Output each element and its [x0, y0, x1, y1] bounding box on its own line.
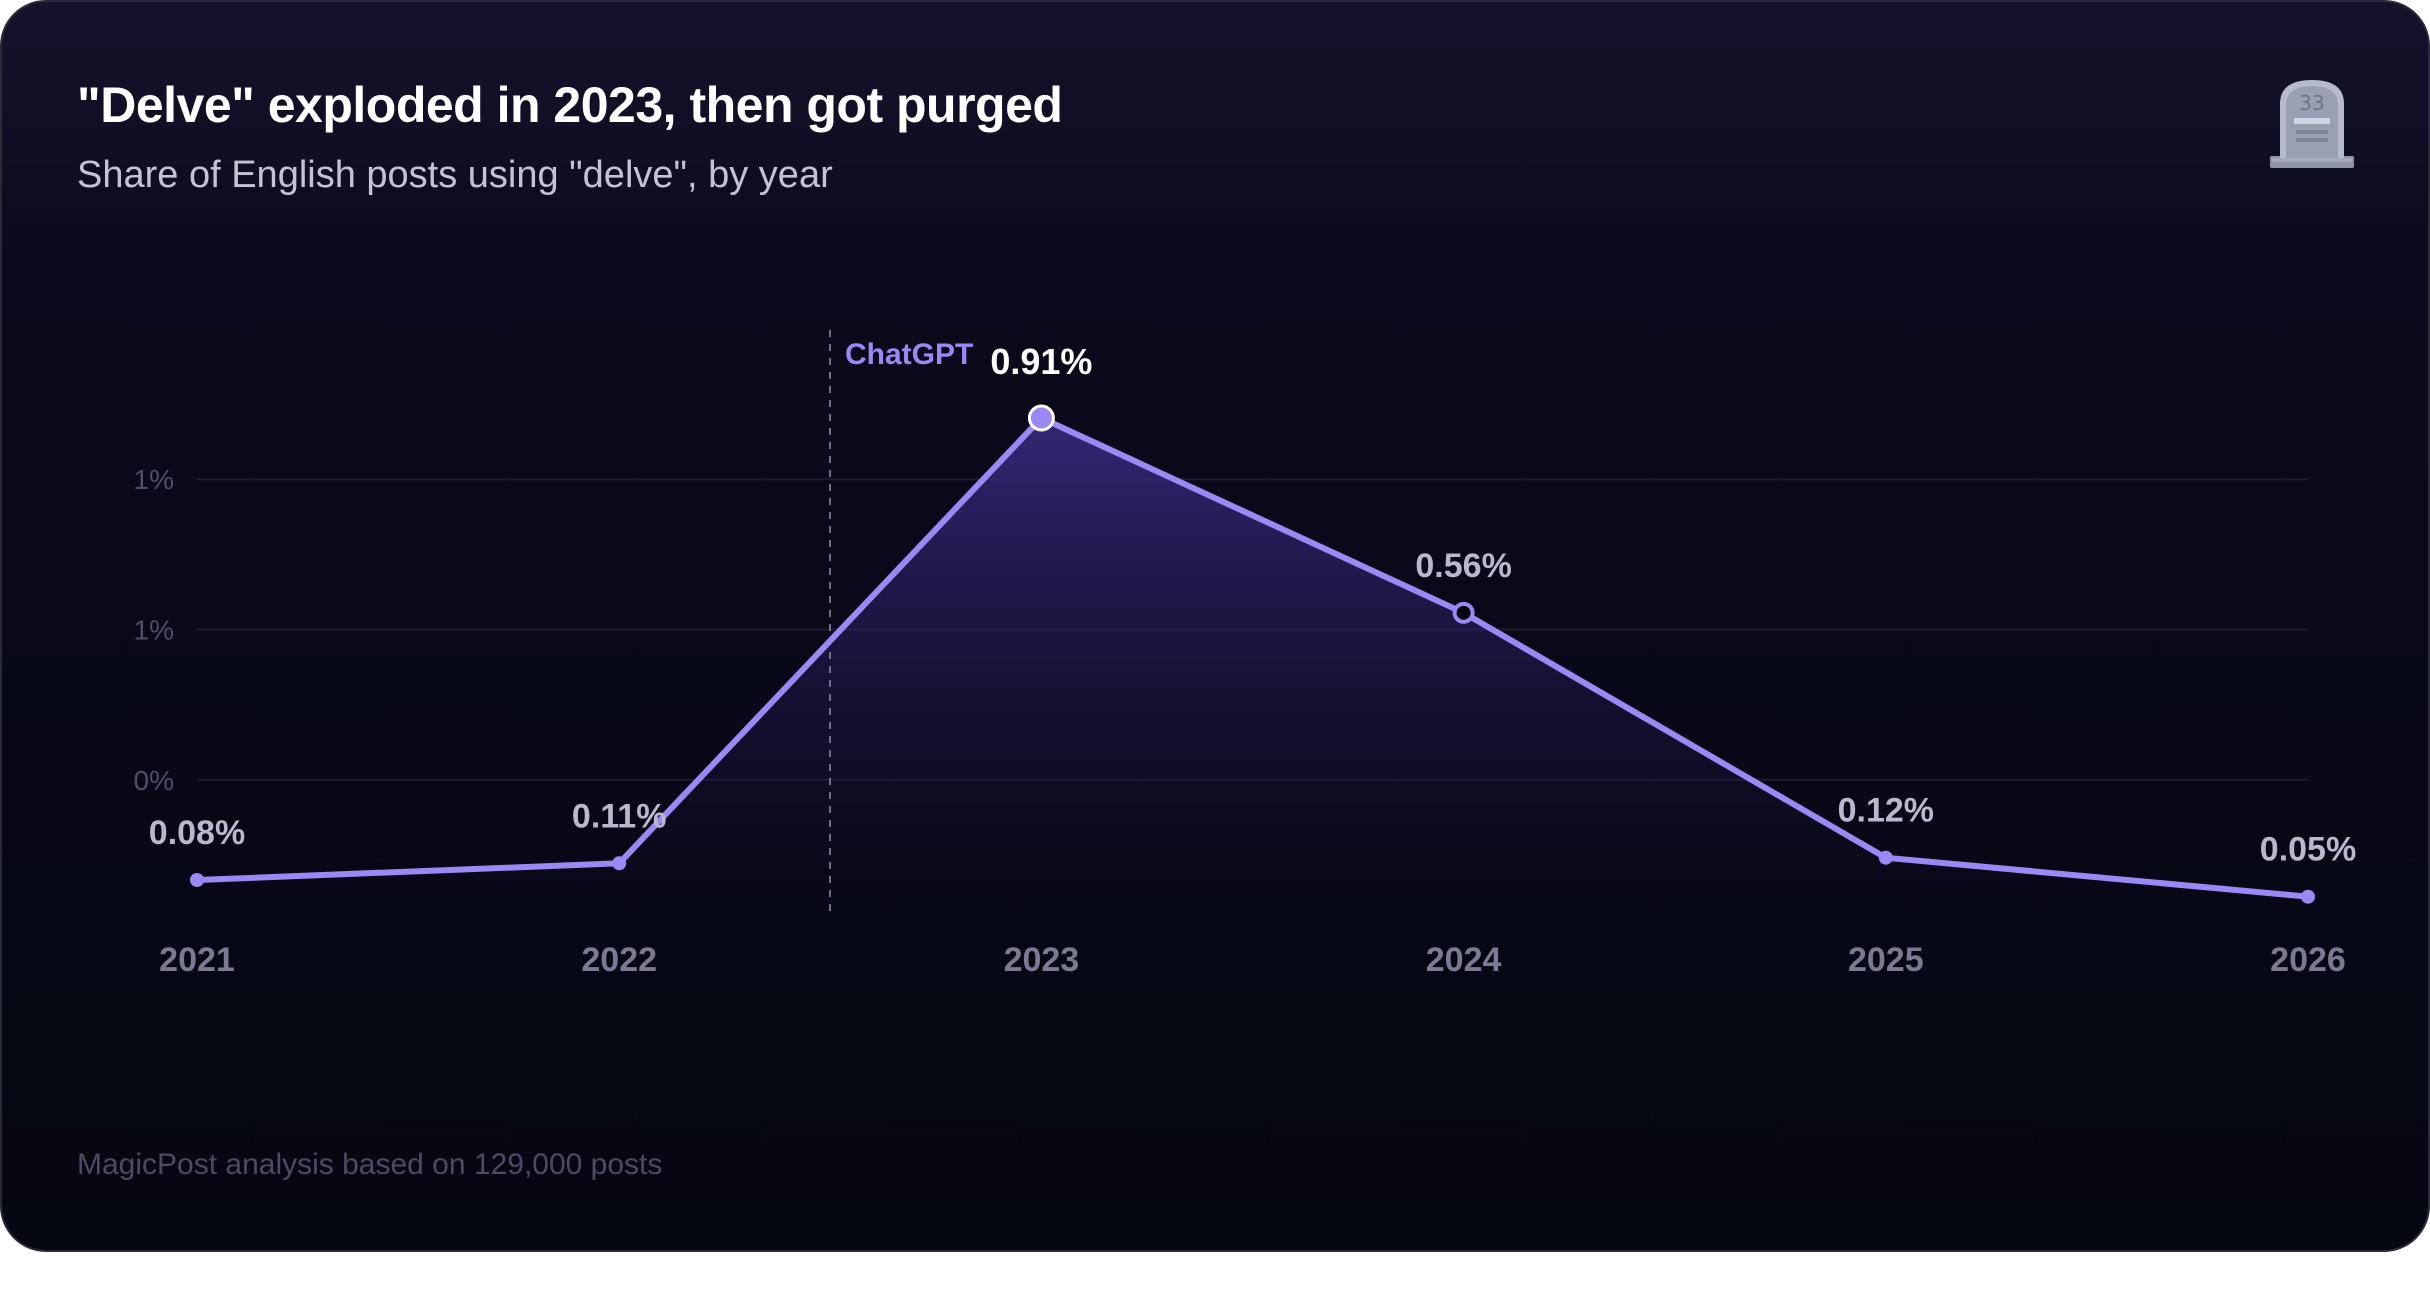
data-label: 0.11% [572, 797, 667, 835]
area-fill [197, 418, 2308, 912]
chatgpt-annotation-label: ChatGPT [845, 338, 973, 371]
x-tick-label: 2025 [1848, 941, 1924, 979]
data-point [1027, 404, 1055, 432]
y-tick-label: 0% [134, 765, 174, 796]
y-tick-label: 1% [134, 464, 174, 495]
chart-footer: MagicPost analysis based on 129,000 post… [77, 1148, 663, 1181]
x-tick-label: 2021 [159, 941, 235, 979]
chart-card: "Delve" exploded in 2023, then got purge… [0, 0, 2430, 1252]
data-point [1878, 850, 1893, 865]
data-point [1452, 601, 1475, 624]
data-label: 0.12% [1838, 792, 1934, 830]
y-tick-label: 1% [134, 615, 174, 646]
data-point [612, 856, 627, 871]
x-tick-label: 2026 [2270, 941, 2346, 979]
data-label: 0.05% [2260, 831, 2356, 869]
series-line [194, 415, 2311, 900]
tombstone-icon: 33 [2270, 80, 2354, 168]
data-label: 0.91% [990, 341, 1092, 382]
svg-text:33: 33 [2299, 91, 2324, 115]
x-tick-label: 2024 [1426, 941, 1502, 979]
data-label: 0.08% [149, 814, 245, 852]
data-point [190, 873, 204, 887]
chart-title: "Delve" exploded in 2023, then got purge… [77, 77, 1063, 133]
data-point [2301, 889, 2315, 904]
chart-subtitle: Share of English posts using "delve", by… [77, 154, 833, 196]
x-tick-label: 2022 [581, 941, 657, 979]
data-label: 0.56% [1415, 547, 1511, 585]
x-tick-label: 2023 [1004, 941, 1080, 979]
line-chart: 1% 1% 0% ChatGPT 0.08% 0.11% 0.91% 0.56% 0.12%… [134, 330, 2356, 979]
